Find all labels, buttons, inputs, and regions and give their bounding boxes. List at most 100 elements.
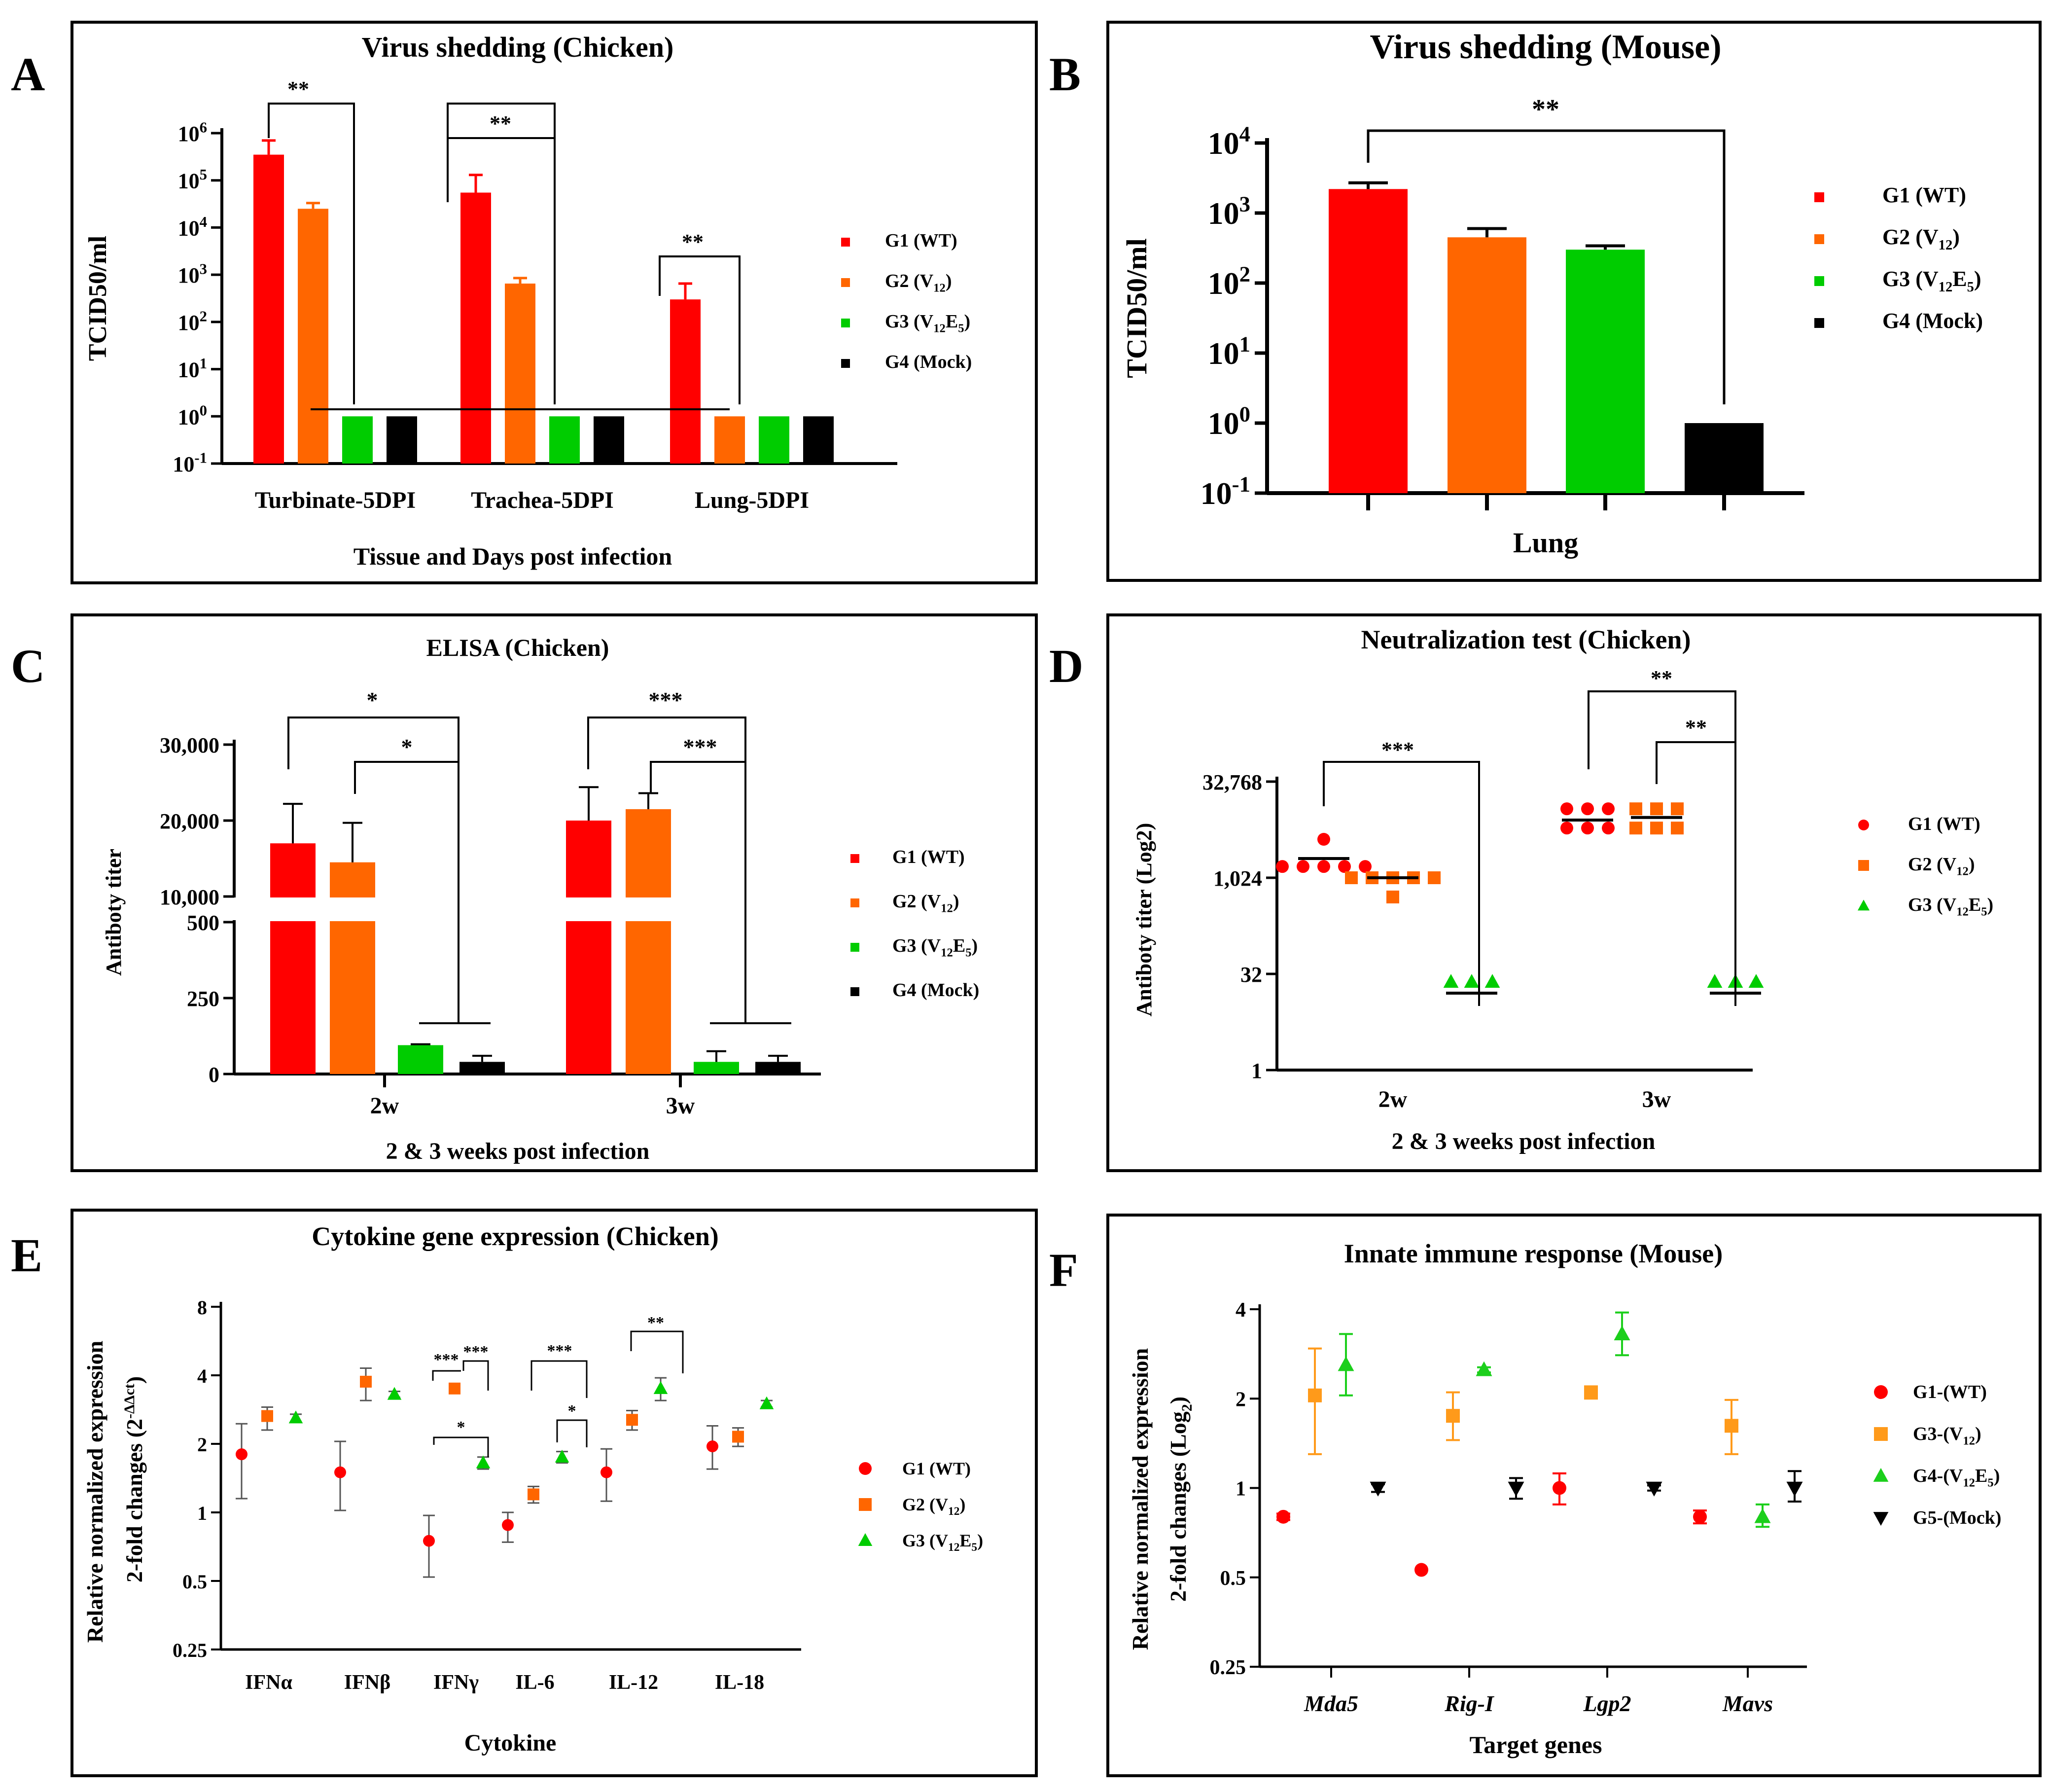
chart-c-legend-label: G3 (V12​E5​) — [892, 935, 978, 960]
chart-d-point — [1338, 860, 1351, 873]
chart-e-point — [261, 1410, 273, 1422]
chart-d-point — [1359, 860, 1372, 873]
chart-e-x-tick-label: IL-18 — [715, 1671, 764, 1694]
chart-b-ytick-label: 10-1 — [1201, 471, 1250, 511]
chart-e-ytick-label: 8 — [197, 1296, 207, 1319]
chart-d-point — [1650, 822, 1663, 835]
chart-d-x-tick-label: 3w — [1642, 1086, 1671, 1112]
chart-f-point — [1414, 1563, 1428, 1577]
chart-b-y-label: TCID50/ml — [1121, 238, 1153, 378]
chart-e-point — [423, 1535, 435, 1547]
chart-a-bar — [549, 416, 580, 464]
chart-e-point — [476, 1455, 491, 1469]
chart-d-legend-label: G1 (WT) — [1908, 814, 1980, 834]
chart-e-point — [759, 1396, 774, 1409]
chart-f-point — [1370, 1481, 1386, 1497]
chart-a-bar — [759, 416, 789, 464]
chart-d-point — [1581, 822, 1594, 835]
chart-d-ytick-label: 32,768 — [1202, 770, 1262, 794]
chart-d-bracket — [1588, 690, 1736, 1006]
chart-c-x-tick-label: 2w — [370, 1093, 399, 1119]
chart-d-bracket — [1323, 761, 1480, 1006]
panel-letter-e: E — [11, 1229, 43, 1282]
chart-f-ytick-label: 2 — [1236, 1388, 1246, 1411]
chart-d-point — [1560, 822, 1573, 835]
chart-b-x-label: Lung — [1513, 527, 1578, 559]
panel-e-frame — [71, 1209, 1038, 1777]
chart-a-ytick-label: 100 — [178, 402, 207, 430]
chart-e-ytick-label: 0.25 — [173, 1639, 207, 1661]
chart-b-bar — [1566, 250, 1645, 493]
chart-d-point — [1650, 802, 1663, 816]
panel-f-frame — [1106, 1214, 2042, 1777]
chart-e-point — [626, 1414, 638, 1426]
chart-d-point — [1345, 871, 1358, 884]
chart-f-legend-marker — [1873, 1512, 1889, 1526]
chart-c-legend-label: G4 (Mock) — [892, 980, 979, 1001]
chart-e-bracket — [462, 1360, 489, 1391]
chart-c-title: ELISA (Chicken) — [426, 634, 609, 661]
chart-a-bar — [460, 192, 491, 464]
chart-d-annotation: ** — [1651, 666, 1672, 690]
chart-a-bracket — [659, 255, 741, 404]
chart-a-legend-marker — [841, 278, 850, 287]
chart-c-bar-upper — [330, 862, 375, 897]
chart-d-title: Neutralization test (Chicken) — [1361, 625, 1691, 654]
chart-a-legend-marker — [841, 319, 850, 327]
panel-d-frame — [1106, 613, 2042, 1172]
chart-a-bar — [670, 299, 701, 464]
chart-e-bracket — [433, 1436, 489, 1457]
chart-b-legend-marker — [1814, 192, 1824, 202]
chart-a-legend-label: G1 (WT) — [885, 230, 957, 251]
chart-b-title: Virus shedding (Mouse) — [1370, 28, 1721, 66]
chart-e-ytick-label: 4 — [197, 1365, 207, 1387]
chart-d-point — [1464, 974, 1480, 988]
chart-c-x-label: 2 & 3 weeks post infection — [386, 1138, 650, 1164]
chart-d-legend-label: G3 (V12​E5​) — [1908, 895, 1993, 919]
chart-d-point — [1428, 871, 1441, 884]
chart-e-legend-marker — [859, 1462, 872, 1475]
chart-f-legend-label: G5-(Mock) — [1913, 1507, 2001, 1528]
chart-c-legend-label: G1 (WT) — [892, 847, 965, 867]
chart-f-x-tick-label: Mda5 — [1304, 1691, 1358, 1716]
chart-c-ytick-label: 10,000 — [160, 885, 219, 909]
chart-a-legend-marker — [841, 359, 850, 368]
chart-b-legend-label: G4 (Mock) — [1882, 309, 1983, 333]
chart-f-point — [1646, 1481, 1662, 1497]
chart-e-legend-marker — [859, 1498, 872, 1511]
chart-c-annotation: * — [401, 734, 413, 759]
chart-d-point — [1629, 802, 1642, 816]
chart-a-y-label: TCID50/ml — [84, 236, 112, 361]
chart-d-point — [1581, 802, 1594, 816]
chart-f-point — [1786, 1481, 1803, 1497]
chart-e-point — [707, 1440, 718, 1453]
chart-b-ytick-label: 103 — [1208, 191, 1250, 231]
chart-e-legend-label: G1 (WT) — [902, 1459, 971, 1478]
chart-c-bar-lower — [566, 921, 611, 1074]
chart-a-legend-label: G2 (V12​) — [885, 271, 952, 295]
chart-a-annotation: ** — [682, 230, 704, 254]
chart-a-bar — [803, 416, 834, 464]
chart-e-annotation: * — [457, 1418, 465, 1436]
chart-c-ytick-label: 250 — [187, 987, 219, 1011]
chart-e-ytick-label: 1 — [197, 1502, 207, 1524]
chart-f-x-label: Target genes — [1470, 1731, 1602, 1758]
chart-a-x-tick-label: Trachea-5DPI — [471, 487, 614, 513]
chart-d-ytick-label: 1 — [1251, 1059, 1262, 1083]
chart-e-x-tick-label: IFNα — [245, 1671, 292, 1694]
chart-e-x-tick-label: IL-6 — [515, 1671, 554, 1694]
chart-d-point — [1748, 974, 1764, 988]
chart-c-bar-lower — [330, 921, 375, 1074]
panel-c-frame — [71, 613, 1038, 1172]
chart-e-point — [387, 1387, 402, 1400]
chart-c-legend-marker — [850, 854, 859, 863]
chart-d-point — [1602, 802, 1615, 816]
chart-e-point — [528, 1488, 539, 1501]
chart-d-y-label: Antiboty titer (Log2) — [1132, 823, 1156, 1017]
chart-f-legend-label: G4-(V12​E5​) — [1913, 1466, 2000, 1490]
chart-c-legend-marker — [850, 987, 859, 996]
chart-c-bar-lower — [270, 921, 316, 1074]
chart-b-legend-label: G3 (V12​E5​) — [1882, 267, 1981, 295]
chart-d-legend-label: G2 (V12​) — [1908, 854, 1975, 878]
